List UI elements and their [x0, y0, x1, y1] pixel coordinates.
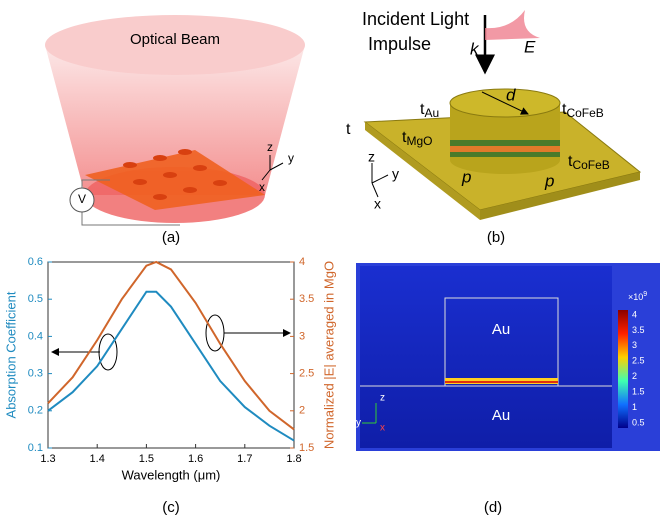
- x-tick-label: 1.6: [188, 453, 203, 465]
- caption: (a): [162, 229, 180, 246]
- t-au-label: tAu: [420, 101, 439, 120]
- beam-label: Optical Beam: [130, 31, 220, 48]
- colorbar-tick-label: 3: [632, 340, 637, 350]
- colorbar-tick-label: 4: [632, 309, 637, 319]
- x-axis-label: Wavelength (μm): [122, 467, 221, 482]
- colorbar-tick-label: 2.5: [632, 356, 645, 366]
- scale: ×10: [628, 292, 643, 302]
- y2-tick-label: 3.5: [299, 293, 314, 305]
- y-tick-label: 0.5: [28, 293, 43, 305]
- y-tick-label: 0.6: [28, 256, 43, 268]
- y2-tick-label: 1.5: [299, 442, 314, 454]
- x-tick-label: 1.7: [237, 453, 252, 465]
- colorbar: [618, 310, 628, 428]
- k-label: k: [470, 39, 480, 58]
- y2-tick-label: 2.5: [299, 368, 314, 380]
- x-tick-label: 1.4: [90, 453, 105, 465]
- axis-label: x: [380, 423, 385, 434]
- y2-tick-label: 3: [299, 330, 305, 342]
- y2-axis-label: Normalized |E| averaged in MgO: [321, 261, 336, 449]
- d-label: d: [506, 85, 516, 104]
- y2-tick-label: 2: [299, 405, 305, 417]
- colorbar-tick-label: 0.5: [632, 417, 645, 427]
- panel-a: V Optical Beam z y x (a): [45, 15, 305, 246]
- colorbar-tick-label: 1: [632, 402, 637, 412]
- y2-tick-label: 4: [299, 256, 305, 268]
- panel-b: Incident Light Impulse k E d t tAu tMgO …: [346, 9, 640, 246]
- hotspot-core: [445, 381, 558, 383]
- colorbar-tick-label: 1.5: [632, 387, 645, 397]
- plot-frame: [48, 262, 294, 448]
- axis-label: y: [356, 418, 361, 429]
- panel-d: Au Au z y x ×109 (d) 4 3.5 3 2.5 2 1.5 1 0.5: [356, 263, 660, 516]
- y-tick-label: 0.2: [28, 405, 43, 417]
- caption: (d): [484, 499, 502, 516]
- e-label: E: [524, 37, 536, 56]
- source-label: V: [78, 192, 86, 206]
- series-line: [48, 292, 294, 441]
- x-tick-label: 1.5: [139, 453, 154, 465]
- figure: V Optical Beam z y x (a) Incident Light …: [0, 0, 668, 525]
- exponent: 9: [643, 291, 647, 298]
- p-label: p: [544, 171, 554, 190]
- colorbar-tick-label: 2: [632, 371, 637, 381]
- y-tick-label: 0.4: [28, 330, 43, 342]
- t-cofeb-label: tCoFeB: [562, 101, 604, 120]
- incident-label: Incident Light: [362, 9, 469, 29]
- layer-cofeb: [450, 146, 560, 152]
- axis-label: y: [392, 166, 399, 182]
- y-tick-label: 0.1: [28, 442, 43, 454]
- x-tick-label: 1.3: [40, 453, 55, 465]
- sub: CoFeB: [572, 158, 609, 172]
- layer: [450, 152, 560, 157]
- axes: [372, 163, 388, 197]
- sub: CoFeB: [566, 106, 603, 120]
- y-tick-label: 0.3: [28, 368, 43, 380]
- caption: (c): [162, 499, 180, 516]
- pulse: [485, 10, 540, 40]
- region-label: Au: [492, 407, 510, 424]
- layer-mgo: [450, 140, 560, 146]
- colorbar-tick-label: 3.5: [632, 325, 645, 335]
- axis-label: x: [259, 180, 265, 194]
- incident-label: Impulse: [368, 34, 431, 54]
- caption: (b): [487, 229, 505, 246]
- t-label: t: [346, 121, 351, 138]
- p-label: p: [461, 167, 471, 186]
- series-line: [48, 262, 294, 429]
- sub: MgO: [406, 134, 432, 148]
- axis-label: x: [374, 196, 381, 212]
- sub: Au: [424, 106, 439, 120]
- axis-label: z: [380, 393, 385, 404]
- y-axis-label: Absorption Coefficient: [3, 291, 18, 418]
- axis-label: y: [288, 151, 294, 165]
- x-tick-label: 1.8: [286, 453, 301, 465]
- axis-label: z: [368, 149, 375, 165]
- region-label: Au: [492, 321, 510, 338]
- axis-label: z: [267, 140, 273, 154]
- field-map: [360, 266, 612, 448]
- panel-c: Wavelength (μm) Absorption Coefficient N…: [3, 256, 336, 516]
